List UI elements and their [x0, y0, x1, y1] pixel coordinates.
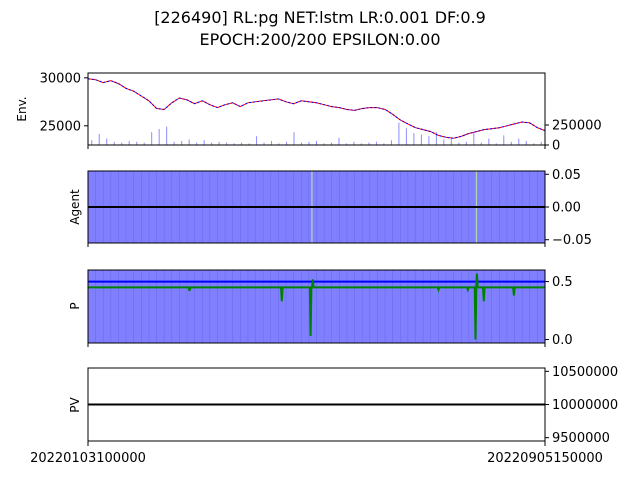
- y-tick-label: 30000: [40, 71, 81, 86]
- y-tick-label: 0: [552, 139, 560, 154]
- env-panel-frame: [87, 72, 546, 146]
- y-tick-label: 0.5: [552, 275, 573, 290]
- pv-ylabel: PV: [68, 396, 82, 412]
- y-tick-label: 9500000: [552, 431, 610, 446]
- x-tick-label-end: 20220905150000: [487, 451, 603, 466]
- env-price-line-up: [87, 78, 546, 139]
- y-tick-label: −0.05: [552, 233, 592, 248]
- y-tick-label: 25000: [40, 119, 81, 134]
- p-ylabel: P: [68, 302, 82, 309]
- chart-title-line1: [226490] RL:pg NET:lstm LR:0.001 DF:0.9: [154, 8, 486, 27]
- p-panel-frame: [87, 269, 546, 344]
- y-tick-label: 250000: [552, 119, 602, 134]
- p-panel: 0.0 0.5 P: [68, 269, 573, 348]
- x-tick-label-start: 20220103100000: [30, 451, 146, 466]
- y-tick-label: 10500000: [552, 365, 618, 380]
- y-tick-label: 10000000: [552, 398, 618, 413]
- y-tick-label: 0.00: [552, 201, 581, 216]
- p-policy-line: [88, 273, 545, 340]
- x-axis: 20220103100000 20220905150000: [30, 145, 603, 466]
- y-tick-label: 0.05: [552, 168, 581, 183]
- env-ylabel: Env.: [15, 96, 29, 121]
- pv-panel: 9500000 10000000 10500000 PV: [68, 365, 618, 446]
- agent-panel: −0.05 0.00 0.05 Agent: [68, 168, 592, 248]
- env-panel: 25000 30000 0 250000 Env.: [15, 71, 602, 153]
- y-tick-label: 0.0: [552, 333, 573, 348]
- chart-title-line2: EPOCH:200/200 EPSILON:0.00: [199, 30, 441, 49]
- agent-ylabel: Agent: [68, 189, 82, 225]
